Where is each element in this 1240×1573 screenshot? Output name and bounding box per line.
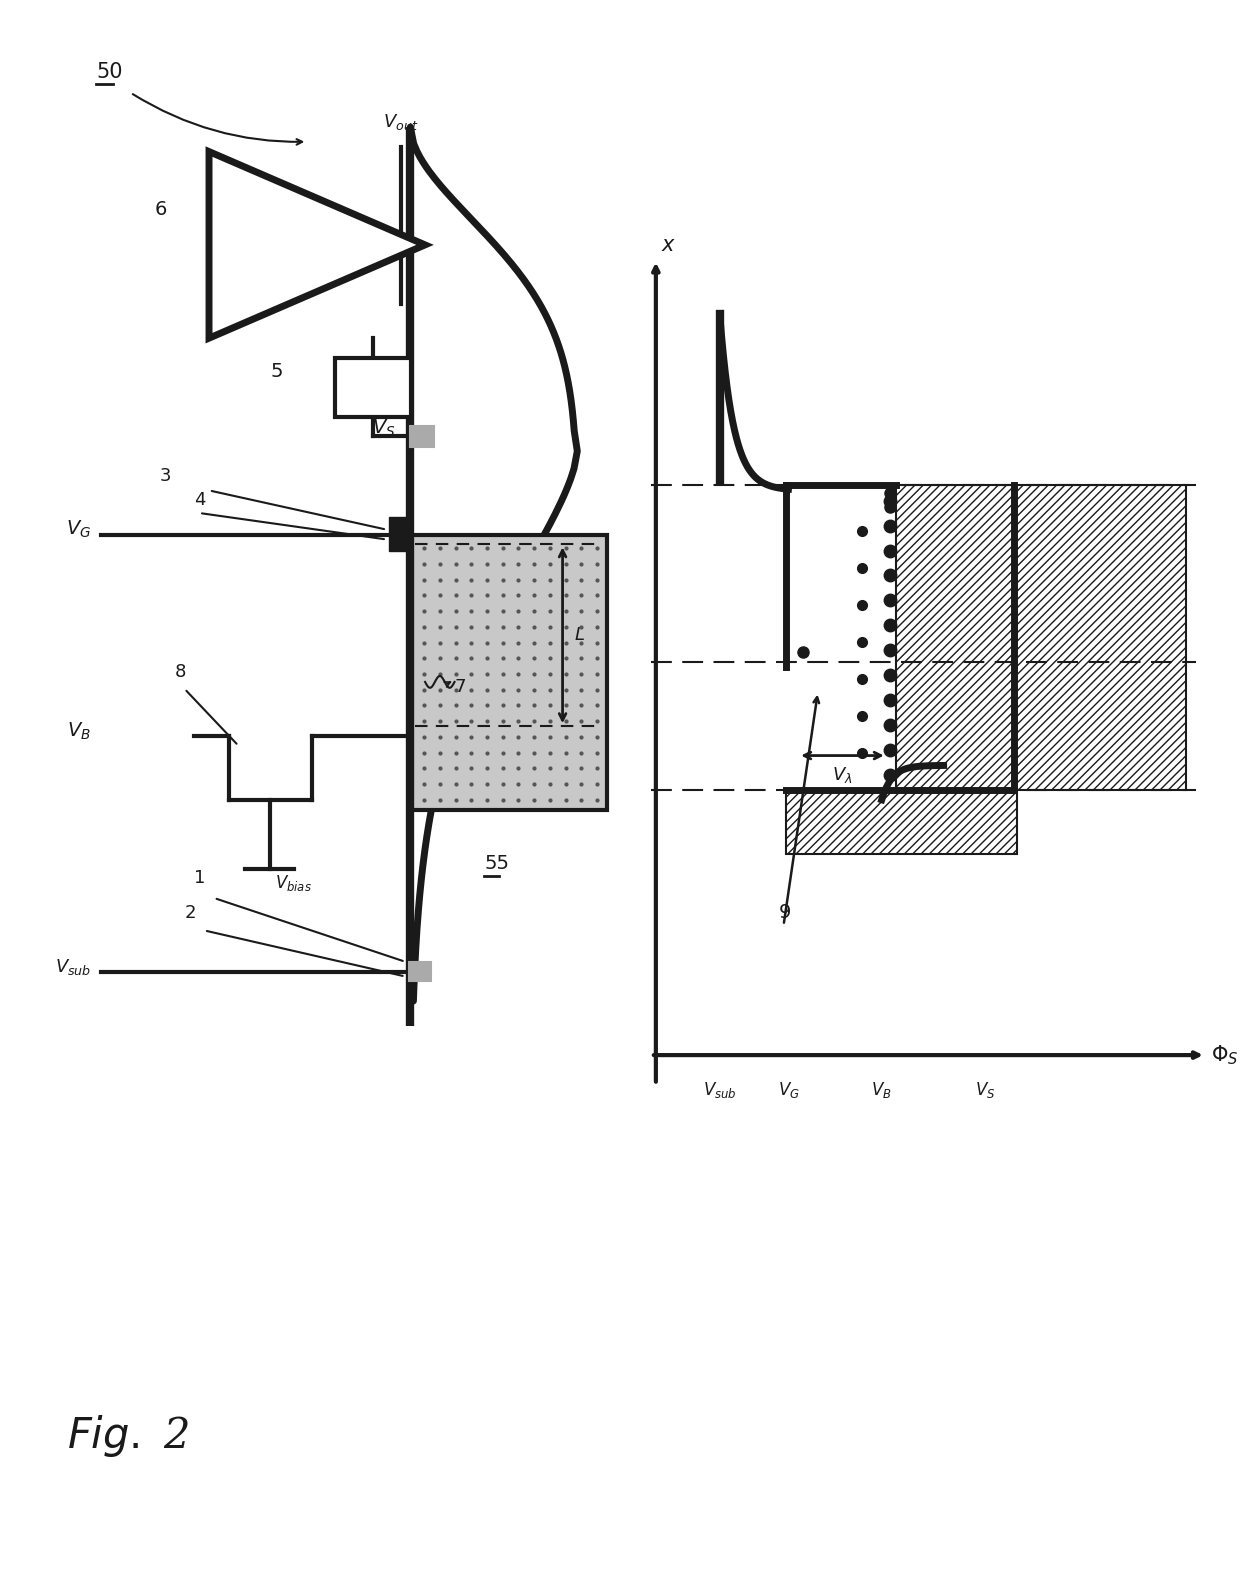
Bar <box>897 486 1014 790</box>
Text: $V_B$: $V_B$ <box>872 1079 892 1100</box>
Bar <box>1014 486 1187 790</box>
Text: 6: 6 <box>155 200 167 219</box>
Text: $V_{sub}$: $V_{sub}$ <box>55 956 92 977</box>
Text: $\Phi_S$: $\Phi_S$ <box>1210 1043 1239 1066</box>
Text: $V_B$: $V_B$ <box>67 720 92 741</box>
Text: $\it{Fig.}$ 2: $\it{Fig.}$ 2 <box>67 1413 190 1458</box>
Text: $V_S$: $V_S$ <box>975 1079 994 1100</box>
Text: 50: 50 <box>95 61 123 82</box>
Bar <box>410 535 606 810</box>
Text: $V_G$: $V_G$ <box>66 519 92 541</box>
Bar <box>785 790 1017 854</box>
Text: $V_G$: $V_G$ <box>777 1079 800 1100</box>
Polygon shape <box>210 151 425 338</box>
Text: 8: 8 <box>175 662 186 681</box>
Bar <box>388 518 410 551</box>
Text: $V_\lambda$: $V_\lambda$ <box>832 764 853 785</box>
Text: 9: 9 <box>779 903 791 922</box>
Bar <box>410 426 434 447</box>
Text: $V_{out}$: $V_{out}$ <box>383 112 418 132</box>
Text: 55: 55 <box>484 854 508 873</box>
Text: $V_{sub}$: $V_{sub}$ <box>703 1079 737 1100</box>
Text: $V_S$: $V_S$ <box>372 418 396 439</box>
Text: 3: 3 <box>160 467 171 484</box>
Text: 1: 1 <box>195 870 206 887</box>
Bar <box>409 961 432 982</box>
Text: $x$: $x$ <box>661 234 676 255</box>
Text: 7: 7 <box>455 678 466 695</box>
Bar <box>335 357 412 417</box>
Text: $V_{bias}$: $V_{bias}$ <box>275 873 311 893</box>
Text: $L$: $L$ <box>574 626 585 643</box>
Text: 2: 2 <box>185 903 196 922</box>
Bar <box>785 667 897 794</box>
Text: 4: 4 <box>195 491 206 510</box>
Text: 5: 5 <box>270 362 284 382</box>
